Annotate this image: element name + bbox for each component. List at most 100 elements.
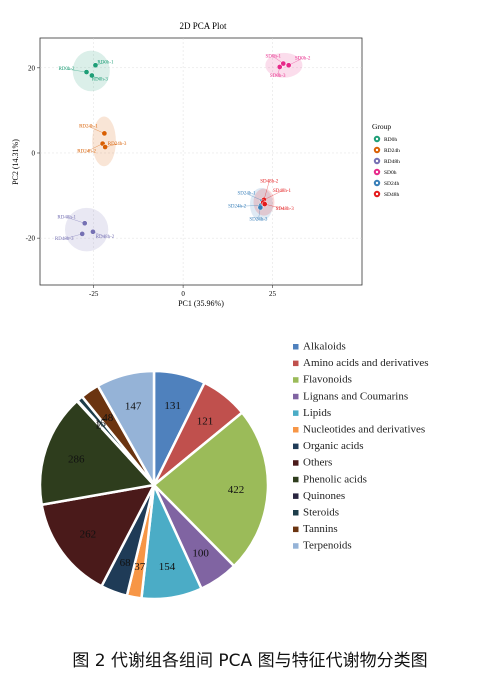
pie-value-label: 37 bbox=[134, 561, 146, 573]
pca-point-label: RD48h-1 bbox=[57, 215, 76, 220]
pie-legend-key bbox=[293, 427, 299, 433]
pca-point-label: SD24h-2 bbox=[228, 204, 247, 209]
pca-legend-label: RD48h bbox=[384, 159, 400, 165]
pie-value-label: 286 bbox=[68, 454, 85, 466]
pca-legend-label: RD24h bbox=[384, 148, 400, 154]
pca-label-leader bbox=[258, 207, 261, 220]
pca-legend-key-center bbox=[375, 181, 379, 185]
pca-label-leader bbox=[277, 66, 280, 76]
pie-legend-label: Others bbox=[303, 457, 332, 469]
pca-legend-title: Group bbox=[372, 122, 391, 131]
pca-label-leader bbox=[86, 143, 103, 152]
pca-point-label: RD48h-2 bbox=[96, 235, 115, 240]
pca-point-label: RD0h-1 bbox=[97, 60, 114, 65]
pca-label-leader bbox=[92, 231, 106, 237]
pca-label-leader bbox=[66, 217, 85, 224]
pca-point-label: RD0h-2 bbox=[58, 67, 75, 72]
pca-point-label: SD0h-3 bbox=[270, 74, 286, 79]
pca-legend-key-center bbox=[375, 192, 379, 196]
pie-slice-phenolic-acids bbox=[38, 399, 157, 507]
pca-point-label: RD24h-3 bbox=[108, 142, 127, 147]
pie-legend-key bbox=[293, 460, 299, 466]
pie-value-label: 68 bbox=[120, 557, 132, 569]
pca-y-tick-label: 0 bbox=[32, 149, 36, 157]
pie-legend-label: Alkaloids bbox=[303, 341, 346, 353]
pie-legend-key bbox=[293, 360, 299, 367]
pie-value-label: 154 bbox=[159, 561, 176, 573]
pie-legend-key bbox=[293, 393, 299, 400]
pie-value-label: 15 bbox=[95, 418, 107, 430]
pca-x-axis-label: PC1 (35.96%) bbox=[178, 299, 224, 308]
pca-label-leader bbox=[66, 68, 87, 73]
pie-slice-terpenoids bbox=[96, 369, 156, 490]
pca-point-label: SD24h-3 bbox=[249, 217, 268, 222]
pca-legend-label: SD24h bbox=[384, 181, 400, 187]
pie-legend-key bbox=[293, 344, 299, 350]
pca-point-label: RD48h-3 bbox=[55, 237, 74, 242]
pie-legend-key bbox=[293, 476, 299, 483]
pca-legend: RD0h RD24h RD48h SD0h SD24h SD48h bbox=[373, 135, 400, 198]
pca-label-leader bbox=[88, 126, 105, 134]
pca-legend-key-center bbox=[375, 137, 379, 141]
pca-legend-key-center bbox=[375, 170, 379, 174]
pie-value-label: 262 bbox=[80, 529, 97, 541]
pca-point-label: SD48h-1 bbox=[273, 189, 292, 194]
pca-point-label: RD24h-1 bbox=[79, 124, 98, 129]
pca-label-leader bbox=[263, 190, 283, 200]
pie-legend: Alkaloids Amino acids and derivatives Flav… bbox=[293, 341, 429, 552]
pie-value-label: 100 bbox=[192, 548, 209, 560]
pca-legend-label: RD0h bbox=[384, 137, 397, 143]
pca-label-leader bbox=[91, 75, 100, 80]
pie-legend-label: Tannins bbox=[303, 523, 338, 535]
pie-legend-key bbox=[293, 443, 299, 450]
pca-legend-key-center bbox=[375, 159, 379, 163]
pca-legend-label: SD48h bbox=[384, 192, 400, 198]
pie-legend-label: Nucleotides and derivatives bbox=[303, 424, 425, 436]
pie-value-label: 48 bbox=[102, 412, 114, 424]
pie-legend-label: Lipids bbox=[303, 407, 331, 419]
pie-legend-label: Amino acids and derivatives bbox=[303, 357, 429, 369]
pca-point-label: SD24h-1 bbox=[238, 192, 257, 197]
pie-value-label: 121 bbox=[197, 416, 214, 428]
pca-ellipse-RD48h bbox=[64, 207, 109, 252]
pca-point-label: SD0h-2 bbox=[295, 56, 311, 61]
pca-point-labels: RD0h-1 RD0h-2 RD0h-3 RD24h-1 RD24h-2 RD24h-3 R… bbox=[55, 55, 311, 242]
pie-slice-flavonoids bbox=[152, 410, 270, 568]
pca-point-label: RD24h-2 bbox=[77, 150, 96, 155]
pie-legend-label: Organic acids bbox=[303, 440, 364, 452]
pie-legend-label: Quinones bbox=[303, 490, 345, 502]
pie-slices bbox=[38, 369, 270, 601]
figure-caption: 图 2 代谢组各组间 PCA 图与特征代谢物分类图 bbox=[72, 651, 428, 671]
pie-value-label: 131 bbox=[164, 400, 181, 412]
pie-legend-key bbox=[293, 543, 299, 549]
pca-y-ticks: 20 0 -20 bbox=[26, 64, 40, 243]
pca-label-leader bbox=[263, 181, 270, 203]
pca-ellipse-RD0h bbox=[72, 50, 110, 92]
pca-y-tick-label: -20 bbox=[26, 235, 36, 243]
pie-value-label: 422 bbox=[228, 484, 245, 496]
pca-point-label: RD0h-3 bbox=[92, 77, 109, 82]
pca-legend-label: SD0h bbox=[384, 170, 397, 176]
pie-legend-label: Phenolic acids bbox=[303, 473, 367, 485]
pca-point-label: SD0h-1 bbox=[266, 55, 282, 60]
pca-gridlines bbox=[40, 38, 362, 285]
pie-legend-label: Steroids bbox=[303, 507, 339, 519]
pca-y-tick-label: 20 bbox=[28, 64, 36, 72]
pca-label-leader bbox=[64, 233, 83, 240]
pie-value-label: 147 bbox=[125, 401, 142, 413]
pca-label-leader bbox=[105, 143, 118, 148]
pca-label-leader bbox=[95, 62, 106, 66]
pca-x-tick-label: 25 bbox=[269, 290, 277, 298]
pca-legend-key-center bbox=[375, 148, 379, 152]
pca-point-label: SD48h-3 bbox=[276, 207, 295, 212]
pie-legend-key bbox=[293, 493, 299, 499]
pca-label-leader bbox=[246, 193, 263, 201]
pie-legend-key bbox=[293, 410, 299, 416]
pca-y-axis-label: PC2 (14.31%) bbox=[11, 139, 20, 185]
pca-label-leader bbox=[237, 205, 262, 207]
pca-label-leader bbox=[288, 58, 303, 66]
pie-value-label: 2 bbox=[96, 419, 102, 431]
pca-x-tick-label: -25 bbox=[89, 290, 99, 298]
